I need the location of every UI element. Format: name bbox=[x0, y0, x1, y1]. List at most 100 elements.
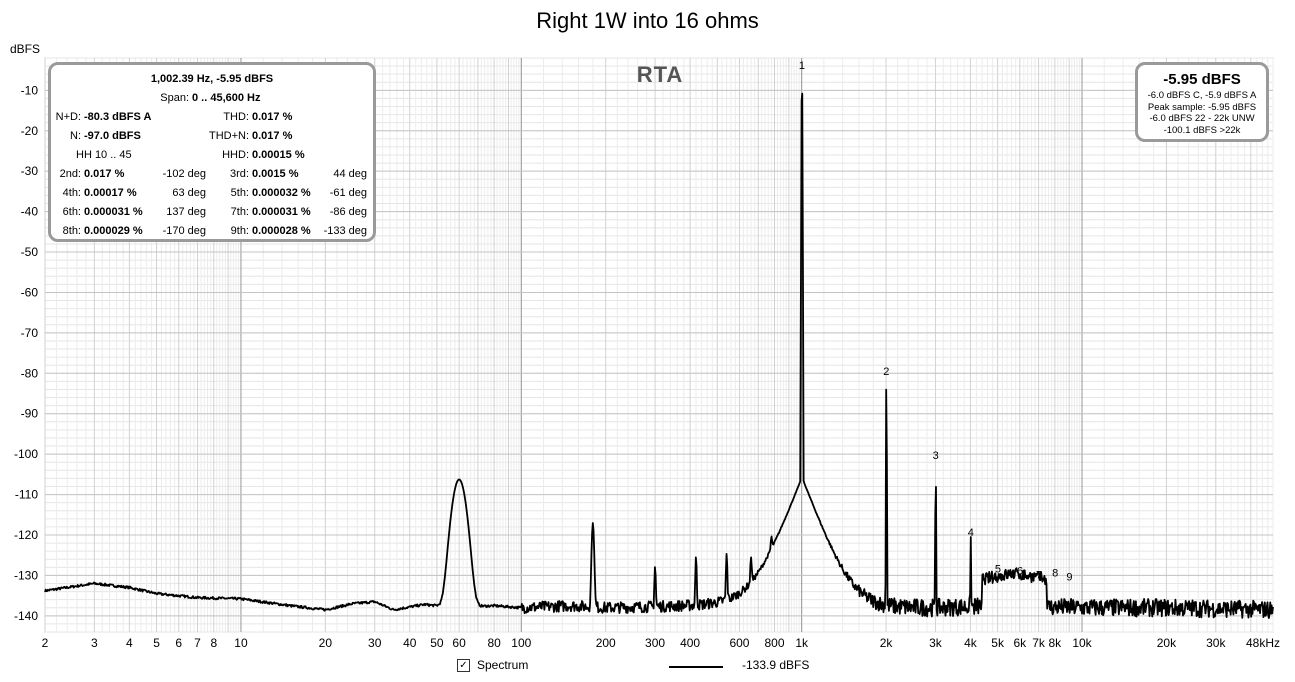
n-value: -97.0 dBFS bbox=[84, 130, 141, 142]
y-tick-label: -120 bbox=[14, 528, 38, 542]
x-tick-label: 5 bbox=[153, 636, 160, 650]
harmonic-label: 7th: bbox=[230, 206, 249, 218]
rta-watermark: RTA bbox=[636, 62, 684, 87]
y-tick-label: -110 bbox=[15, 488, 38, 502]
x-tick-label: 200 bbox=[596, 636, 616, 650]
x-tick-label: 8 bbox=[210, 636, 217, 650]
x-tick-label: 20k bbox=[1157, 636, 1177, 650]
legend-line-swatch bbox=[669, 666, 723, 668]
harmonic-number-label: 9 bbox=[1066, 572, 1072, 584]
x-tick-label: 2k bbox=[880, 636, 894, 650]
y-tick-label: -30 bbox=[21, 164, 39, 178]
harmonic-number-label: 4 bbox=[968, 527, 974, 539]
harmonic-number-label: 5 bbox=[995, 563, 1001, 575]
chart-title: Right 1W into 16 ohms bbox=[536, 8, 759, 33]
x-tick-label: 4k bbox=[964, 636, 978, 650]
x-tick-label: 8k bbox=[1049, 636, 1063, 650]
harmonic-row: 8th: 0.000029 % -170 deg 9th: 0.000028 %… bbox=[51, 223, 373, 239]
harmonic-row: 6th: 0.000031 % 137 deg 7th: 0.000031 % … bbox=[51, 204, 373, 220]
x-tick-label: 60 bbox=[452, 636, 466, 650]
harmonic-number-label: 8 bbox=[1052, 567, 1058, 579]
y-tick-label: -50 bbox=[21, 245, 39, 259]
x-tick-label: 3 bbox=[91, 636, 98, 650]
harmonic-label: 2nd: bbox=[59, 168, 81, 180]
x-tick-label: 1k bbox=[795, 636, 809, 650]
harmonic-phase: -86 deg bbox=[329, 206, 367, 218]
span-value: 0 .. 45,600 Hz bbox=[192, 92, 261, 104]
hh-range-label: HH 10 .. 45 bbox=[76, 149, 132, 161]
spectrum-visibility-checkbox[interactable]: ✓ bbox=[457, 659, 470, 672]
harmonic-marker-labels: 1 2 3 4 5 6 7 8 9 bbox=[799, 60, 1073, 584]
x-tick-label: 50 bbox=[430, 636, 444, 650]
x-tick-label: 7k bbox=[1032, 636, 1046, 650]
harmonic-value: 0.000028 % bbox=[252, 225, 311, 237]
level-peak-line: Peak sample: -5.95 dBFS bbox=[1147, 101, 1257, 113]
x-tick-label: 400 bbox=[680, 636, 700, 650]
harmonic-phase: -102 deg bbox=[162, 168, 206, 180]
y-tick-labels: -10 -20 -30 -40 -50 -60 -70 -80 -90 -100 -110 -120 -… bbox=[14, 83, 38, 622]
harmonic-value: 0.0015 % bbox=[252, 168, 299, 180]
level-meter-panel[interactable]: -5.95 dBFS -6.0 dBFS C, -5.9 dBFS A Peak… bbox=[1135, 62, 1269, 142]
x-tick-label: 80 bbox=[487, 636, 501, 650]
x-tick-label: 30k bbox=[1206, 636, 1226, 650]
y-tick-label: -90 bbox=[21, 407, 39, 421]
x-tick-label: 100 bbox=[511, 636, 531, 650]
nd-label: N+D: bbox=[55, 111, 81, 123]
y-tick-label: -100 bbox=[14, 447, 38, 461]
x-tick-label: 300 bbox=[645, 636, 665, 650]
harmonic-label: 6th: bbox=[62, 206, 81, 218]
harmonic-phase: 137 deg bbox=[166, 206, 206, 218]
level-above22k-line: -100.1 dBFS >22k bbox=[1163, 124, 1241, 136]
harmonic-phase: 63 deg bbox=[172, 187, 206, 199]
x-tick-label: 2 bbox=[42, 636, 49, 650]
y-tick-label: -40 bbox=[21, 205, 39, 219]
x-tick-label: 4 bbox=[126, 636, 133, 650]
harmonic-value: 0.000031 % bbox=[84, 206, 143, 218]
thd-value: 0.017 % bbox=[252, 111, 293, 123]
harmonic-number-label: 6 bbox=[1017, 565, 1023, 577]
fundamental-readout: 1,002.39 Hz, -5.95 dBFS bbox=[150, 73, 274, 85]
x-tick-label: 800 bbox=[764, 636, 784, 650]
x-tick-label: 600 bbox=[729, 636, 749, 650]
x-tick-label: 30 bbox=[368, 636, 382, 650]
y-tick-label: -140 bbox=[14, 609, 38, 623]
legend-series-label: Spectrum bbox=[477, 658, 529, 672]
y-tick-label: -130 bbox=[14, 568, 38, 582]
nd-value: -80.3 dBFS A bbox=[84, 111, 152, 123]
harmonic-number-label: 1 bbox=[799, 60, 805, 72]
harmonic-label: 8th: bbox=[62, 225, 81, 237]
y-tick-label: -20 bbox=[21, 124, 39, 138]
harmonic-phase: -61 deg bbox=[329, 187, 367, 199]
harmonic-phase: -133 deg bbox=[323, 225, 367, 237]
harmonic-number-label: 3 bbox=[933, 450, 939, 462]
n-label: N: bbox=[70, 130, 81, 142]
thdn-label: THD+N: bbox=[208, 130, 249, 142]
harmonic-label: 4th: bbox=[62, 187, 81, 199]
level-weighted-line: -6.0 dBFS C, -5.9 dBFS A bbox=[1147, 90, 1257, 101]
harmonic-label: 9th: bbox=[230, 225, 249, 237]
x-tick-labels: 2 3 4 5 6 7 8 10 20 30 40 50 60 80 100 200 300 400 600 800 1… bbox=[42, 636, 1280, 650]
harmonic-label: 5th: bbox=[230, 187, 249, 199]
x-tick-label: 10k bbox=[1072, 636, 1092, 650]
harmonic-number-label: 7 bbox=[1036, 569, 1042, 581]
distortion-readout-panel[interactable]: 1,002.39 Hz, -5.95 dBFS Span: 0 .. 45,60… bbox=[48, 62, 376, 242]
x-tick-label: 3k bbox=[929, 636, 943, 650]
legend-series-value: -133.9 dBFS bbox=[742, 658, 810, 672]
level-value: -5.95 dBFS bbox=[1163, 71, 1241, 88]
x-tick-label: 6k bbox=[1013, 636, 1027, 650]
harmonic-phase: -170 deg bbox=[162, 225, 206, 237]
harmonic-label: 3rd: bbox=[230, 168, 249, 180]
x-tick-label: 10 bbox=[234, 636, 248, 650]
y-tick-label: -80 bbox=[21, 366, 39, 380]
harmonic-phase: 44 deg bbox=[333, 168, 367, 180]
y-tick-label: -70 bbox=[21, 326, 39, 340]
thd-label: THD: bbox=[223, 111, 249, 123]
x-tick-label: 20 bbox=[319, 636, 333, 650]
x-tick-label: 6 bbox=[175, 636, 182, 650]
span-label: Span: bbox=[160, 92, 189, 104]
x-tick-label: 7 bbox=[194, 636, 201, 650]
hhd-label: HHD: bbox=[222, 149, 249, 161]
harmonic-value: 0.000031 % bbox=[252, 206, 311, 218]
x-tick-label: 48kHz bbox=[1246, 636, 1280, 650]
